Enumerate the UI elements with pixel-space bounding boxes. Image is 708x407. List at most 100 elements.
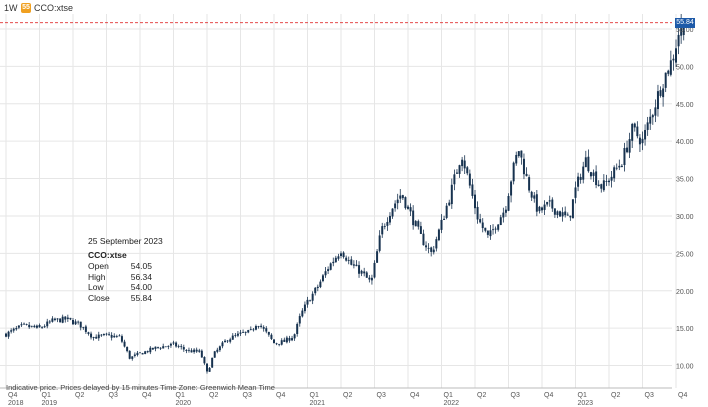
candle-body [450, 184, 453, 205]
candle-body [126, 347, 129, 352]
x-tick-label: Q3 [511, 392, 520, 399]
candle-body [600, 184, 603, 189]
candle-body [95, 336, 98, 339]
x-tick-label: Q4 [544, 392, 553, 399]
year-label: 2021 [310, 400, 326, 407]
candle-body [218, 346, 221, 351]
candle-body [682, 23, 685, 36]
interval-selector[interactable]: 1W [4, 3, 18, 13]
candle-body [324, 271, 327, 276]
candle-body [680, 23, 683, 36]
candle-body [185, 349, 188, 351]
candle-body [84, 326, 87, 332]
candle-body [664, 72, 667, 88]
candle-body [280, 340, 283, 345]
time-axis: Q4 Q1 Q2 Q3 Q4 Q1 Q2 Q3 Q4 Q1 Q2 Q3 Q4 Q1 Q2 Q3 Q4 Q1 Q2 Q3… [0, 387, 687, 407]
candle-body [592, 172, 595, 176]
candle-body [654, 107, 657, 116]
x-tick-label: Q4 [8, 392, 17, 399]
candle-body [476, 206, 479, 220]
candle-body [520, 150, 523, 158]
candle-body [538, 206, 541, 212]
candle-body [363, 271, 366, 274]
candle-body [566, 214, 569, 216]
candle-body [120, 336, 123, 342]
candlestick-series [0, 14, 685, 374]
candle-body [649, 116, 652, 124]
candle-body [571, 199, 574, 219]
candle-body [340, 253, 342, 257]
candle-body [646, 122, 649, 130]
x-tick-label: Q2 [343, 392, 352, 399]
candle-body [610, 176, 613, 181]
candle-body [528, 177, 531, 191]
candle-body [149, 347, 152, 353]
candle-body [303, 304, 306, 312]
candle-body [484, 227, 487, 231]
candle-body [110, 334, 113, 338]
candle-body [546, 201, 549, 205]
candle-body [569, 215, 572, 218]
candle-body [437, 229, 440, 241]
x-tick-label: Q4 [410, 392, 419, 399]
x-tick-label: Q1 [578, 392, 587, 399]
candle-body [221, 342, 224, 347]
candle-body [559, 211, 562, 217]
candle-body [644, 129, 647, 140]
candle-body [17, 325, 20, 328]
candle-body [157, 347, 160, 348]
x-tick-label: Q1 [444, 392, 453, 399]
candle-body [283, 339, 286, 342]
candle-body [12, 328, 15, 331]
candle-body [656, 91, 659, 110]
candle-body [257, 326, 260, 328]
candle-body [190, 350, 193, 353]
candle-body [517, 151, 520, 157]
candle-body [417, 221, 420, 227]
candle-body [479, 219, 482, 223]
x-tick-label: Q3 [377, 392, 386, 399]
candle-body [548, 200, 551, 202]
candle-body [412, 210, 415, 226]
tooltip-label: Low [88, 282, 104, 292]
candle-body [139, 352, 141, 354]
candle-body [97, 334, 100, 339]
candle-body [669, 60, 672, 75]
x-tick-label: Q4 [142, 392, 151, 399]
candle-body [247, 330, 250, 333]
candle-body [164, 346, 167, 348]
x-tick-label: Q3 [109, 392, 118, 399]
candle-body [265, 328, 268, 332]
candle-body [296, 323, 299, 334]
candle-body [162, 346, 165, 349]
candle-body [87, 332, 90, 334]
candle-body [252, 329, 255, 331]
candle-body [200, 350, 203, 358]
candle-body [461, 159, 464, 167]
candle-body [314, 287, 317, 294]
candle-body [242, 331, 245, 333]
candle-body [533, 195, 536, 199]
symbol-label[interactable]: CCO:xtse [34, 3, 74, 13]
candle-body [273, 339, 275, 344]
candle-body [254, 326, 257, 330]
candle-body [358, 265, 361, 274]
candle-body [193, 349, 196, 353]
candle-body [443, 218, 446, 220]
candle-body [144, 351, 147, 354]
candle-body [376, 251, 379, 263]
candle-body [213, 351, 216, 358]
candle-body [131, 356, 134, 359]
candle-body [419, 226, 422, 234]
candle-body [25, 324, 28, 325]
candle-body [100, 334, 103, 336]
candle-body [46, 321, 49, 327]
last-price-badge: 55.84 [675, 17, 695, 28]
year-label: 2019 [42, 400, 58, 407]
tooltip-value: 56.34 [130, 271, 152, 282]
candle-body [471, 184, 474, 196]
candle-body [77, 321, 80, 323]
candle-body [224, 340, 227, 343]
